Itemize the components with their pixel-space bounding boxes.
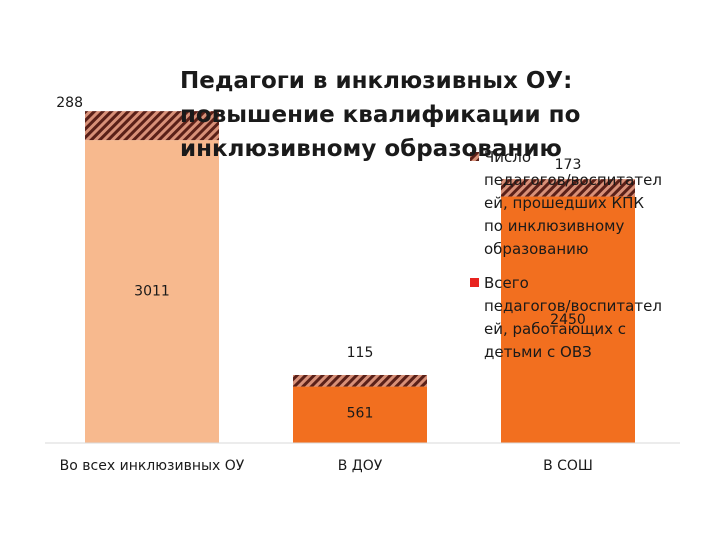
chart-title-line-2: инклюзивному образованию xyxy=(180,136,562,162)
bar-group xyxy=(85,111,635,444)
legend-label-trained-line-3: по инклюзивному xyxy=(484,217,624,235)
legend-label-trained-line-2: ей, прошедших КПК xyxy=(484,194,644,212)
legend-label-total-line-2: ей, работающих с xyxy=(484,320,626,338)
data-label-total-2: 2450 xyxy=(550,312,586,328)
chart-title-line-0: Педагоги в инклюзивных ОУ: xyxy=(180,68,572,94)
bar-trained-1 xyxy=(293,374,427,387)
x-tick-label-1: В ДОУ xyxy=(338,458,383,474)
bar-total-0 xyxy=(85,140,219,444)
data-label-trained-0: 288 xyxy=(56,95,83,111)
legend-label-trained-line-0: Число xyxy=(484,148,531,166)
data-labels: 3011 288 561 115 2450 173 xyxy=(56,95,586,422)
legend-label-trained-line-4: образованию xyxy=(484,240,589,258)
x-tick-labels: Во всех инклюзивных ОУ В ДОУ В СОШ xyxy=(60,458,593,474)
data-label-total-1: 561 xyxy=(347,406,374,422)
bar-total-2 xyxy=(501,196,635,443)
data-label-total-0: 3011 xyxy=(134,284,170,300)
x-tick-label-2: В СОШ xyxy=(543,458,593,474)
legend-label-total-line-1: педагогов/воспитател xyxy=(484,297,662,315)
data-label-trained-2: 173 xyxy=(555,157,582,173)
legend-label-total-line-0: Всего xyxy=(484,274,529,292)
bar-trained-0 xyxy=(85,111,219,141)
legend-swatch-total xyxy=(470,278,479,287)
legend-swatch-trained xyxy=(470,152,479,161)
bar-total-1 xyxy=(293,386,427,443)
data-label-trained-1: 115 xyxy=(347,345,374,361)
legend: Число педагогов/воспитател ей, прошедших К… xyxy=(470,148,662,361)
chart-title-line-1: повышение квалификации по xyxy=(180,102,580,128)
legend-label-trained-line-1: педагогов/воспитател xyxy=(484,171,662,189)
bar-trained-2 xyxy=(501,179,635,197)
chart-title: Педагоги в инклюзивных ОУ: повышение квал… xyxy=(180,68,580,162)
legend-label-total-line-3: детьми с ОВЗ xyxy=(484,343,592,361)
x-tick-label-0: Во всех инклюзивных ОУ xyxy=(60,458,245,474)
